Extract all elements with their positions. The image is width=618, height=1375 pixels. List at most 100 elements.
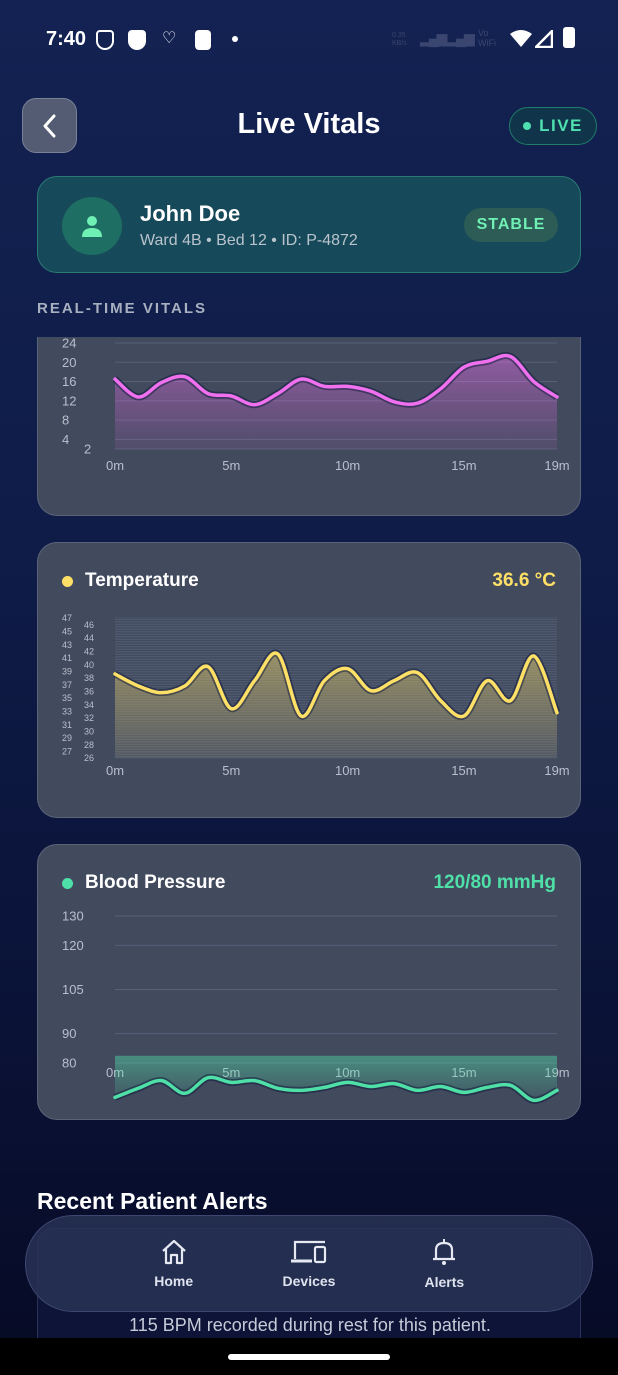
- x-tick-label: 15m: [451, 763, 476, 778]
- person-icon: [82, 216, 102, 237]
- heart-person-icon: ♡: [162, 30, 177, 47]
- y-tick-label: 37: [62, 680, 72, 690]
- y-tick-label: 40: [84, 660, 94, 670]
- bp-title: Blood Pressure: [85, 872, 226, 893]
- network-speed: 0.35 KB/s: [392, 32, 407, 47]
- nav-devices-label: Devices: [282, 1272, 336, 1289]
- home-indicator[interactable]: [228, 1354, 390, 1360]
- y-tick-label: 16: [62, 374, 76, 389]
- nav-home[interactable]: Home: [129, 1216, 219, 1311]
- nav-home-label: Home: [154, 1272, 194, 1289]
- y-tick-label: 24: [62, 337, 76, 351]
- y-tick-label: 28: [84, 740, 94, 750]
- wifi-icon: [510, 30, 532, 47]
- patient-name: John Doe: [140, 201, 241, 226]
- x-tick-label: 19m: [544, 458, 569, 473]
- devices-icon: [290, 1240, 327, 1263]
- y-tick-label: 32: [84, 713, 94, 723]
- chevron-left-icon: [43, 114, 55, 137]
- shield-icon: [96, 30, 114, 50]
- x-tick-label: 0m: [106, 763, 124, 778]
- x-tick-label: 15m: [451, 458, 476, 473]
- back-button[interactable]: [22, 98, 77, 153]
- patient-card[interactable]: John Doe Ward 4B • Bed 12 • ID: P-4872 S…: [37, 176, 581, 273]
- avatar: [62, 197, 122, 255]
- y-tick-label: 38: [84, 673, 94, 683]
- respiration-card: 24 20 16 12 8 4 2 0m 5m 10m 15m 19m: [37, 337, 581, 516]
- alert-text: 115 BPM recorded during rest for this pa…: [129, 1315, 491, 1335]
- respiration-chart: 24 20 16 12 8 42 0m 5m 10m 15m 19m: [62, 337, 570, 473]
- x-tick-label: 19m: [544, 763, 569, 778]
- y-tick-label: 39: [62, 666, 72, 676]
- temperature-dot-icon: [62, 575, 73, 587]
- status-bar: 7:40 ♡ 0.35 KB/s ▂▄▆ ▂▄▆ Vo WiFi: [0, 26, 618, 54]
- y-tick-label: 80: [62, 1056, 76, 1071]
- y-tick-label: 45: [62, 626, 72, 636]
- system-nav-bar: [0, 1338, 618, 1375]
- y-tick-label: 36: [84, 686, 94, 696]
- y-tick-label: 27: [62, 746, 72, 756]
- y-tick-label: 46: [84, 620, 94, 630]
- live-label: LIVE: [539, 116, 583, 135]
- page-title: Live Vitals: [237, 108, 381, 140]
- series-area: [115, 1055, 557, 1101]
- temperature-title: Temperature: [85, 570, 199, 591]
- y-tick-label: 120: [62, 938, 84, 953]
- home-icon: [161, 1239, 186, 1264]
- battery-icon: [563, 27, 575, 48]
- y-tick-label: 2: [84, 442, 91, 457]
- bottom-nav: Home Devices Alerts: [25, 1215, 593, 1312]
- bp-value: 120/80 mmHg: [433, 872, 556, 893]
- blood-pressure-card: Blood Pressure 120/80 mmHg 130 120 105 90 80…: [37, 844, 581, 1120]
- x-tick-label: 10m: [335, 458, 360, 473]
- status-time: 7:40: [46, 28, 87, 50]
- x-tick-label: 10m: [335, 763, 360, 778]
- y-tick-label: 44: [84, 633, 94, 643]
- y-tick-label: 26: [84, 753, 94, 763]
- cell-signal-icon: [535, 30, 553, 48]
- bell-icon: [433, 1238, 456, 1265]
- temperature-card: Temperature 36.6 °C 47 46 45 44 43 42 41 40 39 38…: [37, 542, 581, 818]
- status-badge: STABLE: [464, 208, 558, 242]
- nav-alerts[interactable]: Alerts: [399, 1216, 489, 1311]
- live-badge: LIVE: [509, 107, 597, 145]
- play-shield-icon: [128, 30, 146, 50]
- y-tick-label: 29: [62, 733, 72, 743]
- series-line: [113, 353, 559, 407]
- y-tick-label: 47: [62, 613, 72, 623]
- y-tick-label: 12: [62, 393, 76, 408]
- series-area: [115, 355, 557, 449]
- vowifi-label: Vo WiFi: [478, 28, 496, 48]
- y-tick-label: 30: [84, 726, 94, 736]
- x-tick-label: 0m: [106, 458, 124, 473]
- y-tick-label: 42: [84, 646, 94, 656]
- y-tick-label: 8: [62, 413, 69, 428]
- bp-dot-icon: [62, 877, 73, 889]
- y-tick-label: 43: [62, 640, 72, 650]
- y-tick-label: 130: [62, 909, 84, 924]
- x-tick-label: 5m: [222, 763, 240, 778]
- y-tick-label: 35: [62, 693, 72, 703]
- temperature-value: 36.6 °C: [492, 570, 556, 591]
- sd-card-icon: [195, 30, 211, 50]
- series-line: [113, 1075, 559, 1103]
- y-tick-label: 90: [62, 1026, 76, 1041]
- y-tick-label: 41: [62, 653, 72, 663]
- y-tick-label: 105: [62, 982, 84, 997]
- nav-alerts-label: Alerts: [424, 1273, 465, 1290]
- y-tick-label: 33: [62, 706, 72, 716]
- temperature-chart: 47 46 45 44 43 42 41 40 39 38 37 36 35 34 33 32 31 30 29 28…: [62, 613, 570, 778]
- y-tick-label: 34: [84, 700, 94, 710]
- series-area: [115, 653, 557, 758]
- x-tick-label: 5m: [222, 458, 240, 473]
- bp-chart: 13012010590800m5m10m15m19m: [62, 909, 570, 1104]
- notification-dot-icon: [232, 36, 238, 42]
- signal-bars-icon: ▂▄▆ ▂▄▆: [420, 30, 475, 46]
- section-label: REAL-TIME VITALS: [37, 300, 208, 317]
- nav-devices[interactable]: Devices: [264, 1216, 354, 1311]
- y-tick-label: 20: [62, 355, 76, 370]
- vitals-scroll-area[interactable]: 24 20 16 12 8 4 2 0m 5m 10m 15m 19m Temperature 36.…: [0, 337, 618, 1338]
- live-dot-icon: [523, 122, 532, 130]
- y-tick-label: 4: [62, 432, 69, 447]
- alerts-heading: Recent Patient Alerts: [37, 1188, 268, 1214]
